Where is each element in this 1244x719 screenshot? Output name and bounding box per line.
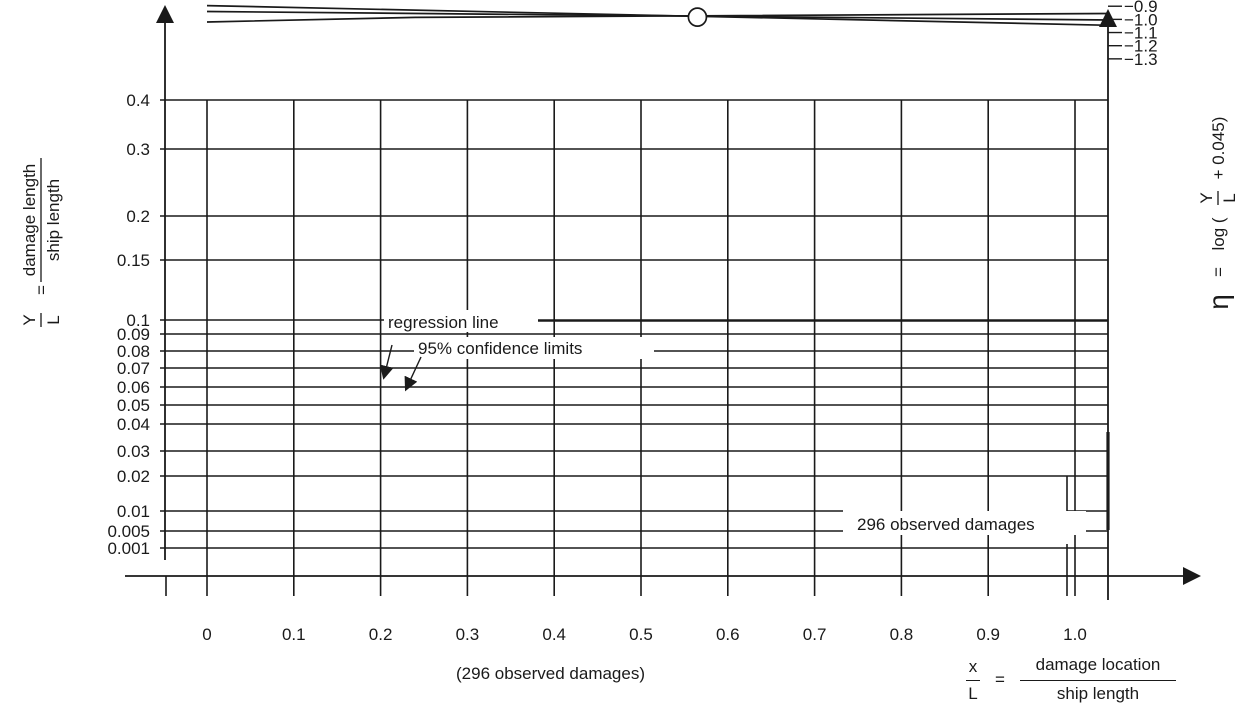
left-tick-label: 0.01 xyxy=(117,502,150,521)
x-tick-label: 0.7 xyxy=(803,625,827,644)
x-axis-equals: = xyxy=(995,670,1005,689)
left-tick-label: 0.1 xyxy=(126,311,150,330)
x-tick-label: 0.8 xyxy=(890,625,914,644)
left-axis-formula: Y L = damage length ship length xyxy=(20,158,63,327)
left-axis-equals: = xyxy=(32,285,51,295)
x-axis-symbol-bar xyxy=(966,680,980,681)
x-tick-label: 0.6 xyxy=(716,625,740,644)
axes-layer xyxy=(125,5,1201,600)
left-tick-label: 0.07 xyxy=(117,359,150,378)
x-tick-label: 0.5 xyxy=(629,625,653,644)
right-axis-formula-suffix: + 0.045) xyxy=(1209,117,1228,180)
observed-damages-label: 296 observed damages xyxy=(857,515,1035,534)
left-tick-label: 0.005 xyxy=(107,522,150,541)
grid-layer xyxy=(160,99,1108,596)
left-axis-numerator: damage length xyxy=(20,164,39,276)
regression-line-label: regression line xyxy=(388,313,499,332)
confidence-label-bg xyxy=(414,337,654,359)
left-tick-label: 0.3 xyxy=(126,140,150,159)
confidence-limits-label: 95% confidence limits xyxy=(418,339,582,358)
bottom-caption: (296 observed damages) xyxy=(456,664,646,683)
annotation-arrow xyxy=(404,356,422,392)
right-axis-formula: η = log ( Y L + 0.045) xyxy=(1197,117,1239,310)
left-tick-label: 0.03 xyxy=(117,442,150,461)
left-tick-label: 0.06 xyxy=(117,378,150,397)
right-axis-eta-symbol: η xyxy=(1203,294,1234,310)
left-tick-label: 0.08 xyxy=(117,342,150,361)
label-layer: 0.40.30.20.150.10.090.080.070.060.050.04… xyxy=(107,0,1157,644)
x-axis-fraction-bar xyxy=(1020,680,1176,681)
x-tick-label: 0.2 xyxy=(369,625,393,644)
left-tick-label: 0.02 xyxy=(117,467,150,486)
regression-label-bg xyxy=(384,310,538,332)
left-axis-symbol-bottom: L xyxy=(44,315,63,324)
right-tick-label: −1.0 xyxy=(1124,10,1158,29)
left-tick-label: 0.09 xyxy=(117,325,150,344)
x-axis-numerator: damage location xyxy=(1035,655,1161,674)
x-axis-symbol-bottom: L xyxy=(968,684,978,703)
x-tick-label: 0.4 xyxy=(542,625,566,644)
annotation-arrow xyxy=(379,344,394,380)
observed-label-bg xyxy=(846,511,1086,535)
right-tick-label: −0.8 xyxy=(1124,0,1158,3)
x-axis-symbol-top: x xyxy=(968,657,978,676)
x-tick-label: 1.0 xyxy=(1063,625,1087,644)
left-tick-label: 0.4 xyxy=(126,91,150,110)
left-axis-denominator: ship length xyxy=(44,179,63,261)
left-tick-label: 0.15 xyxy=(117,251,150,270)
x-tick-label: 0 xyxy=(202,625,211,644)
x-axis-denominator: ship length xyxy=(1056,684,1140,703)
right-tick-label: −1.1 xyxy=(1124,24,1158,43)
series-layer xyxy=(206,4,1110,27)
left-tick-label: 0.05 xyxy=(117,396,150,415)
right-tick-label: −1.2 xyxy=(1124,37,1158,56)
left-tick-label: 0.001 xyxy=(107,539,150,558)
right-tick-label: −1.3 xyxy=(1124,50,1158,69)
right-tick-label: −0.9 xyxy=(1124,0,1158,16)
mean-point xyxy=(687,7,708,27)
x-tick-label: 0.1 xyxy=(282,625,306,644)
right-axis-formula-top: Y xyxy=(1197,192,1216,203)
right-axis-formula-bottom: L xyxy=(1220,193,1239,202)
x-tick-label: 0.3 xyxy=(456,625,480,644)
left-axis-symbol-top: Y xyxy=(20,314,39,325)
left-tick-label: 0.2 xyxy=(126,207,150,226)
x-tick-label: 0.9 xyxy=(976,625,1000,644)
right-axis-equals: = xyxy=(1209,267,1228,277)
right-axis-formula-prefix: log ( xyxy=(1209,217,1228,250)
left-tick-label: 0.04 xyxy=(117,415,150,434)
confidence-limit-line xyxy=(206,12,1110,23)
